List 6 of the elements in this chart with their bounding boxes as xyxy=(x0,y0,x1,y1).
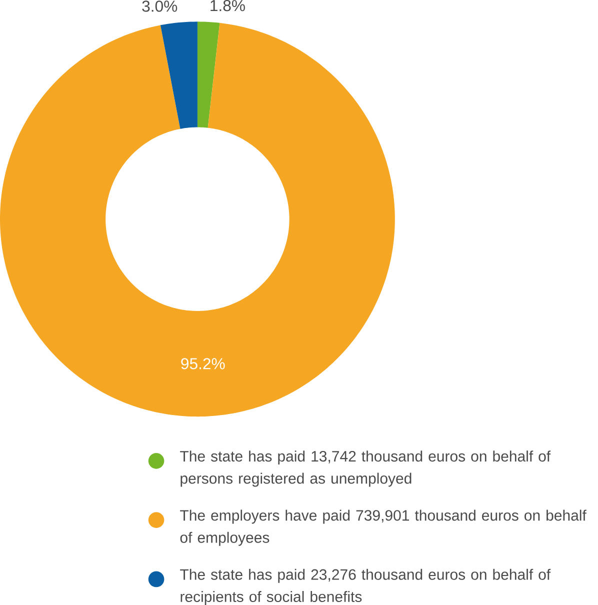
legend-label: The employers have paid 739,901 thousand euros on behalf of employees xyxy=(180,510,586,546)
data-label: 95.2% xyxy=(181,358,225,370)
data-label: 3.0% xyxy=(142,0,178,12)
legend-label: The state has paid 23,276 thousand euros on behalf of recipients of social benefits xyxy=(180,568,551,605)
legend-label: The state has paid 13,742 thousand euros on behalf of persons registered as unemployed xyxy=(180,450,551,487)
data-label: 1.8% xyxy=(210,0,246,12)
